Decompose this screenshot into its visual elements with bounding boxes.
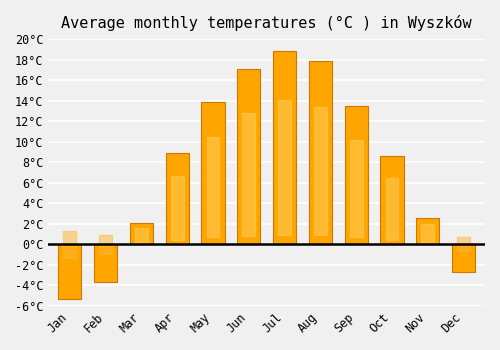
Bar — [386, 178, 398, 240]
Bar — [166, 153, 189, 244]
Bar — [350, 140, 362, 237]
Bar — [206, 137, 220, 237]
Bar — [314, 106, 327, 235]
Bar — [135, 228, 148, 243]
Bar — [242, 113, 255, 236]
Bar — [237, 69, 260, 244]
Bar — [273, 51, 296, 244]
Bar — [171, 176, 183, 240]
Bar — [130, 223, 153, 244]
Bar — [452, 244, 475, 272]
Bar — [58, 244, 82, 299]
Bar — [99, 235, 112, 254]
Bar — [64, 231, 76, 258]
Bar — [308, 61, 332, 244]
Bar — [278, 100, 291, 234]
Bar — [344, 106, 368, 244]
Bar — [457, 237, 470, 251]
Bar — [380, 156, 404, 244]
Bar — [422, 224, 434, 243]
Bar — [94, 244, 118, 282]
Title: Average monthly temperatures (°C ) in Wyszków: Average monthly temperatures (°C ) in Wy… — [62, 15, 472, 31]
Bar — [202, 102, 224, 244]
Bar — [416, 218, 440, 244]
